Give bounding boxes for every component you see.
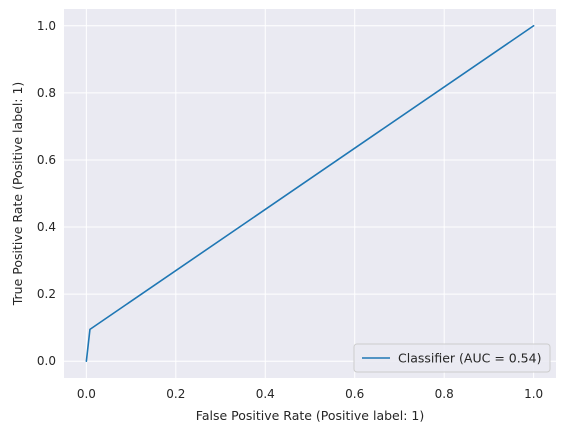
y-tick-label: 1.0 bbox=[37, 19, 56, 33]
y-tick-label: 0.6 bbox=[37, 153, 56, 167]
x-tick-label: 0.2 bbox=[166, 387, 185, 401]
grid-layer bbox=[64, 9, 556, 378]
x-tick-label: 1.0 bbox=[524, 387, 543, 401]
series-line-0 bbox=[85, 24, 535, 363]
plot-area bbox=[64, 9, 556, 378]
x-axis-label: False Positive Rate (Positive label: 1) bbox=[196, 408, 424, 423]
x-tick-label: 0.0 bbox=[77, 387, 96, 401]
legend-box bbox=[353, 343, 551, 373]
series-layer bbox=[85, 24, 535, 363]
legend-label: Classifier (AUC = 0.54) bbox=[398, 351, 541, 366]
tick-layer: 0.0 0.2 0.4 0.6 0.8 1.0 0.0 0.2 0.4 0.6 0.8 1.0 bbox=[37, 19, 543, 401]
y-tick-label: 0.4 bbox=[37, 220, 56, 234]
x-tick-label: 0.8 bbox=[435, 387, 454, 401]
x-tick-label: 0.6 bbox=[345, 387, 364, 401]
y-tick-label: 0.0 bbox=[37, 354, 56, 368]
y-tick-label: 0.2 bbox=[37, 287, 56, 301]
legend: Classifier (AUC = 0.54) bbox=[353, 343, 551, 373]
y-tick-label: 0.8 bbox=[37, 86, 56, 100]
x-tick-label: 0.4 bbox=[256, 387, 275, 401]
y-axis-label: True Positive Rate (Positive label: 1) bbox=[10, 82, 25, 307]
